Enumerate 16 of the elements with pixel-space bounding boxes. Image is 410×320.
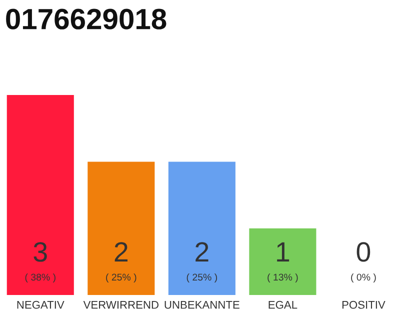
x-tick-label: POSITIV (342, 300, 386, 309)
x-tick-label: NEGATIV (17, 300, 64, 309)
annotation: ( 25% ) (186, 273, 217, 283)
x-tick-label: UNBEKANNTE (164, 301, 240, 309)
annotation: ( 25% ) (106, 273, 136, 283)
data-label: 0 (356, 242, 370, 262)
annotation: ( 38% ) (25, 273, 56, 283)
annotation: ( 13% ) (268, 273, 298, 283)
x-tick-label: VERWIRREND (83, 301, 158, 309)
x-tick-label: EGAL (268, 300, 298, 309)
data-label: 2 (114, 242, 128, 262)
data-label: 1 (277, 242, 290, 262)
annotation: ( 0% ) (351, 273, 376, 283)
data-label: 3 (34, 242, 47, 262)
data-label: 2 (196, 242, 208, 262)
chart-title: 0176629018 (6, 8, 166, 30)
